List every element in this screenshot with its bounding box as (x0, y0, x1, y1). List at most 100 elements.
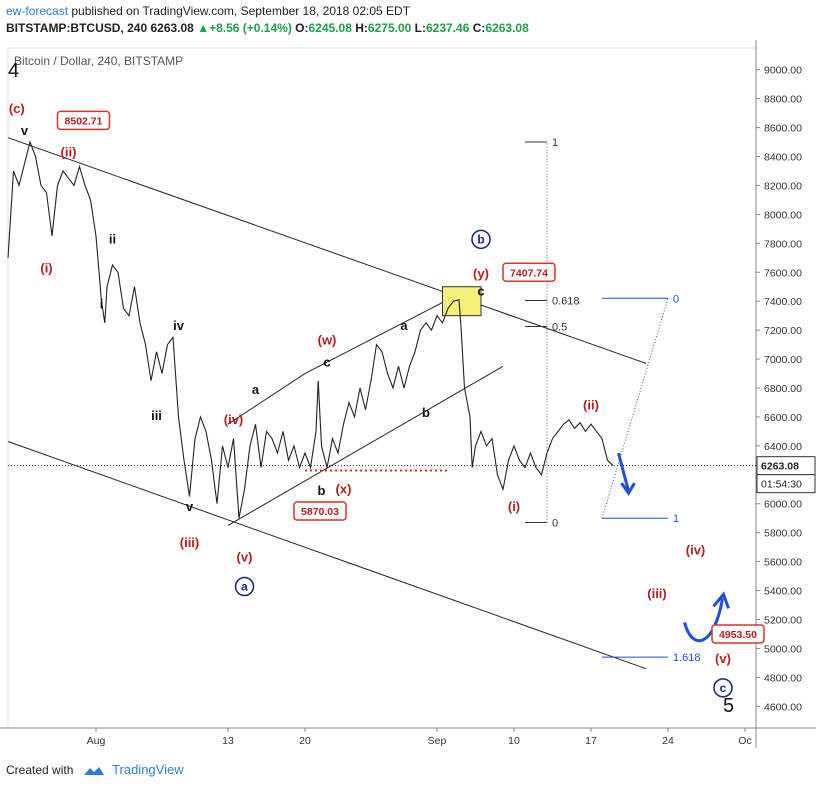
symbol-info: BITSTAMP:BTCUSD, 240 6263.08 ▲+8.56 (+0.… (6, 21, 529, 35)
wave-label: (iii) (647, 586, 667, 601)
wave-label: (w) (318, 333, 337, 348)
open-value: 6245.08 (308, 21, 352, 35)
price-callout-box (711, 624, 765, 644)
y-tick-label: 5600.00 (764, 557, 802, 569)
wave-label: c (477, 283, 484, 298)
wave-label: b (318, 483, 326, 498)
wave-circle (234, 576, 255, 597)
y-tick-label: 8800.00 (764, 94, 802, 106)
tradingview-brand[interactable]: TradingView (112, 762, 184, 777)
reversal-arrow-head-icon (712, 591, 730, 609)
x-tick-label: 10 (508, 735, 520, 747)
y-tick-label: 4600.00 (764, 701, 802, 713)
wave-label: a (400, 318, 408, 333)
wave-circle (713, 678, 733, 698)
timer-box (756, 474, 816, 494)
channel-line (304, 293, 460, 374)
wave-label: (ii) (61, 145, 77, 160)
wave-label: (iv) (224, 412, 244, 427)
price-change: +8.56 (+0.14%) (209, 21, 292, 35)
fib-target-zone (442, 286, 482, 317)
author-link[interactable]: ew-forecast (6, 4, 69, 18)
y-tick-label: 8000.00 (764, 209, 802, 221)
wave-circle (471, 229, 491, 250)
y-tick-label: 7400.00 (764, 296, 802, 308)
x-tick-label: Sep (428, 735, 447, 747)
y-tick-label: 4800.00 (764, 672, 802, 684)
wave-label: (i) (508, 499, 520, 514)
close-label: C: (472, 21, 486, 35)
x-tick-label: 17 (585, 735, 597, 747)
down-arrow-head-icon (620, 482, 636, 496)
x-tick-label: 24 (662, 735, 674, 747)
wave-label: iv (173, 318, 185, 333)
timer-label: 01:54:30 (761, 479, 802, 491)
reversal-arrow-icon (683, 598, 724, 643)
y-tick-label: 5000.00 (764, 643, 802, 655)
y-tick-label: 5200.00 (764, 614, 802, 626)
y-tick-label: 7200.00 (764, 325, 802, 337)
fib-extension-label: 1 (673, 513, 679, 525)
btc-chart[interactable]: Bitcoin / Dollar, 240, BITSTAMP 9000.00 88… (0, 40, 816, 758)
publish-info: ew-forecast published on TradingView.com… (6, 4, 410, 18)
fib-retracement-label: 1 (552, 137, 558, 149)
wave-label: (iii) (180, 535, 200, 550)
price-callout-label: 7407.74 (510, 267, 548, 279)
wave-label: 4 (8, 60, 19, 82)
y-tick-label: 7000.00 (764, 354, 802, 366)
wave-label: (i) (40, 260, 52, 275)
chart-title: Bitcoin / Dollar, 240, BITSTAMP (14, 54, 183, 68)
created-with-text: Created with (6, 763, 74, 777)
current-price-label: 6263.08 (761, 461, 799, 473)
y-tick-label: 8400.00 (764, 152, 802, 164)
low-label: L: (414, 21, 426, 35)
y-tick-label: 6400.00 (764, 441, 802, 453)
last-price: 6263.08 (150, 21, 194, 35)
wave-label: (y) (473, 266, 489, 281)
wave-label: b (422, 405, 430, 420)
price-callout-box (502, 262, 556, 283)
wave-label: ii (109, 231, 116, 246)
down-arrow-icon (617, 452, 630, 492)
price-callout-box (56, 110, 111, 131)
x-tick-label: Aug (87, 735, 106, 747)
high-value: 6275.00 (367, 21, 412, 35)
y-tick-label: 6000.00 (764, 499, 802, 511)
x-tick-label: 20 (299, 735, 311, 747)
wave-label: iii (151, 408, 162, 423)
wave-label: (v) (237, 550, 253, 565)
x-tick-label: 13 (222, 735, 234, 747)
wave-label: v (21, 123, 29, 138)
wave-label: c (720, 681, 727, 695)
high-label: H: (355, 21, 368, 35)
tradingview-logo-icon (83, 766, 104, 775)
y-tick-label: 8200.00 (764, 180, 802, 192)
y-tick-label: 7800.00 (764, 238, 802, 250)
wave-label: c (323, 354, 330, 369)
wave-label: (x) (336, 482, 352, 497)
y-tick-label: 5800.00 (764, 528, 802, 540)
wave-label: (iv) (686, 542, 706, 557)
channel-line (7, 441, 647, 670)
wave-label: b (477, 232, 484, 246)
channel-line (227, 373, 306, 425)
symbol-name: BITSTAMP:BTCUSD, 240 (6, 21, 148, 35)
wave-label: a (241, 580, 248, 594)
low-value: 6237.46 (425, 21, 470, 35)
wave-label: (c) (9, 101, 25, 116)
y-tick-label: 6600.00 (764, 412, 802, 424)
x-tick-label: Oc (738, 735, 751, 747)
price-line (7, 140, 614, 519)
price-callout-label: 8502.71 (65, 115, 103, 127)
footer: Created with TradingView (6, 762, 184, 777)
open-label: O: (295, 21, 309, 35)
wave-label: 5 (723, 695, 734, 717)
wave-label: a (252, 382, 260, 397)
published-text: published on TradingView.com, September … (71, 4, 411, 18)
wave-label: v (186, 499, 194, 514)
price-callout-box (293, 501, 347, 521)
fib-retracement-label: 0.618 (552, 295, 580, 307)
close-value: 6263.08 (485, 21, 529, 35)
plot-area (7, 47, 757, 729)
channel-line (7, 137, 647, 364)
